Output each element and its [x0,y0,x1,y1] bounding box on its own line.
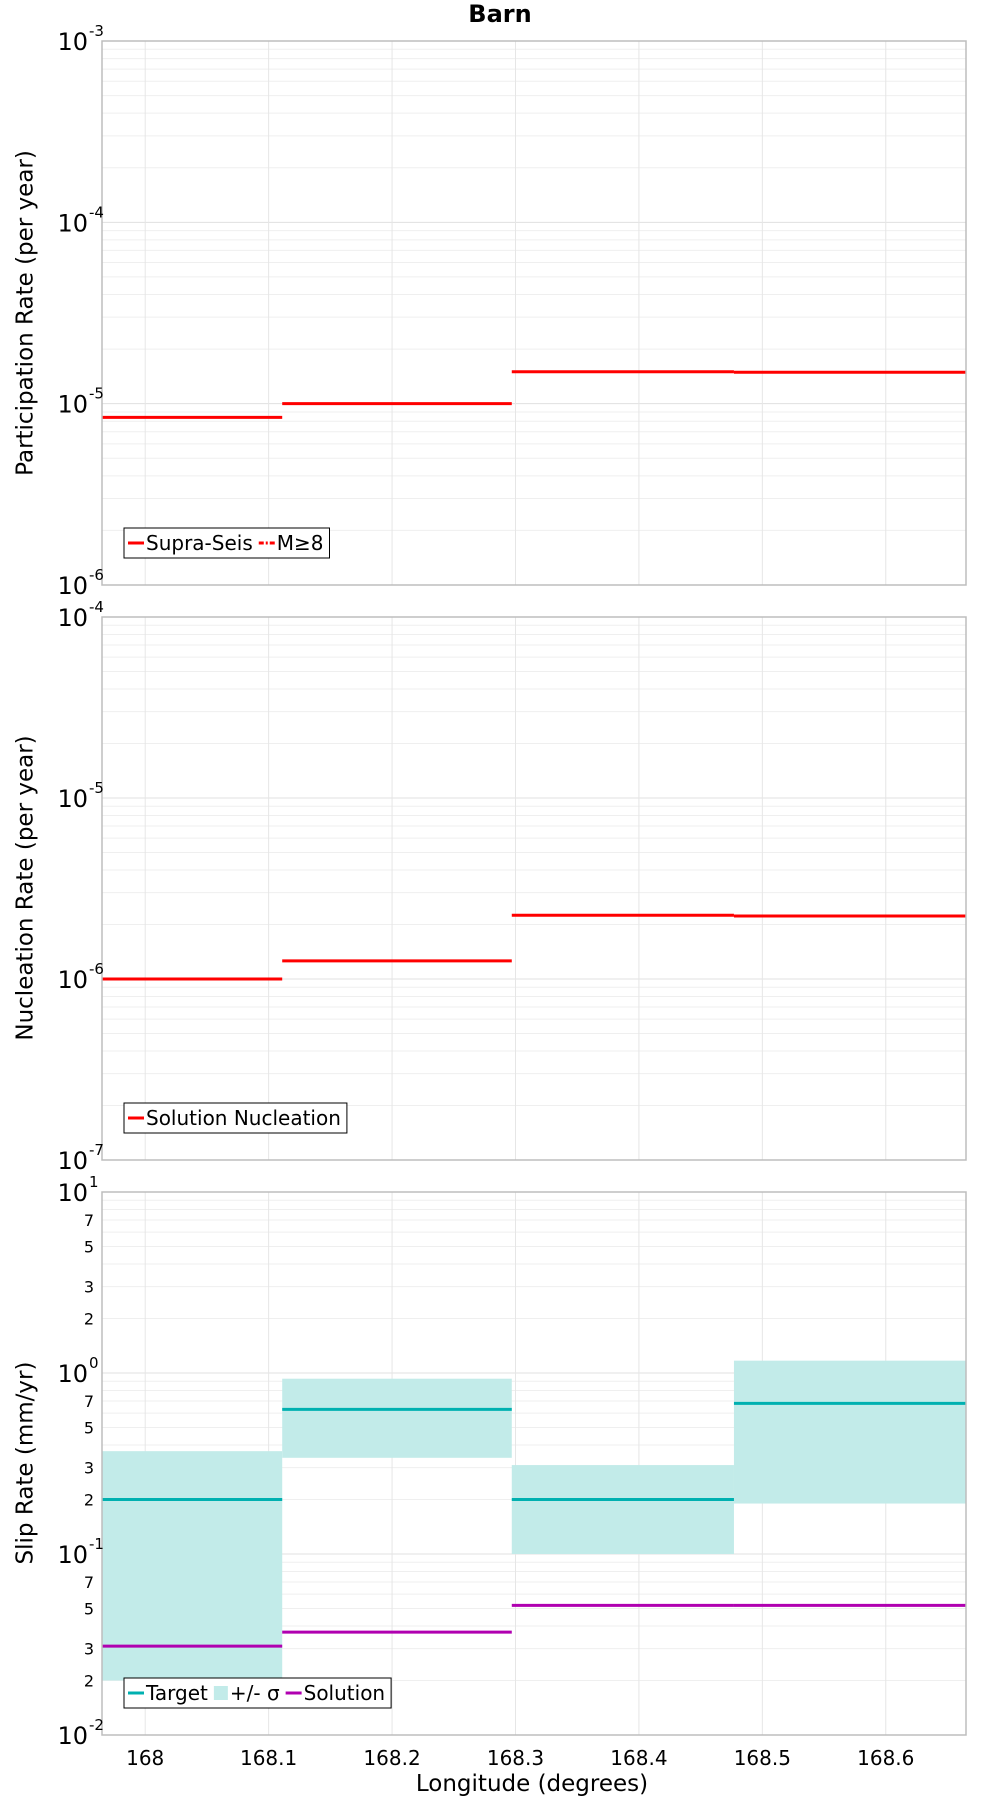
legend-label: M≥8 [277,531,324,555]
x-tick-label: 168.5 [734,1746,791,1770]
sigma-band [733,1360,966,1504]
y-tick-label-base: 10 [57,1541,88,1569]
y-tick-minor-label: 7 [84,1211,94,1230]
y-tick-minor-label: 2 [84,1672,94,1691]
y-tick-label-exponent: -5 [89,779,104,797]
y-tick-label-base: 10 [57,1360,88,1388]
x-tick-label: 168.3 [487,1746,544,1770]
y-tick-label-base: 10 [57,391,88,419]
sigma-band [102,1451,283,1681]
plot-area [102,617,966,1160]
x-tick-label: 168.1 [240,1746,297,1770]
y-tick-minor-label: 5 [84,1599,94,1618]
y-tick-label-exponent: -3 [89,22,104,40]
y-tick-label-exponent: -5 [89,385,104,403]
y-tick-minor-label: 3 [84,1278,94,1297]
x-axis-label: Longitude (degrees) [416,1771,648,1797]
legend-box [123,527,330,559]
x-tick-label: 168 [126,1746,164,1770]
y-tick-minor-label: 5 [84,1237,94,1256]
legend: Target +/- σ Solution [123,1677,392,1709]
legend-label: Target [145,1681,208,1705]
plot-frame [101,40,967,586]
y-tick-minor-label: 3 [84,1640,94,1659]
y-tick-label-base: 10 [57,28,88,56]
plot-area [102,41,966,585]
y-tick-label-base: 10 [57,572,88,600]
sigma-band [282,1378,512,1458]
sigma-band [511,1465,734,1554]
chart-title: Barn [468,0,531,28]
y-tick-minor-label: 3 [84,1459,94,1478]
legend-label: +/- σ [230,1681,280,1705]
legend-swatch [213,1686,228,1700]
y-axis-label: Participation Rate (per year) [13,150,39,476]
y-tick-minor-label: 2 [84,1491,94,1510]
legend-label: Supra-Seis [146,531,253,555]
legend-label: Solution [304,1681,385,1705]
y-axis-label: Slip Rate (mm/yr) [13,1362,39,1565]
y-tick-minor-label: 7 [84,1573,94,1592]
y-tick-minor-label: 7 [84,1392,94,1411]
y-tick-label-base: 10 [57,209,88,237]
x-tick-label: 168.6 [857,1746,914,1770]
plot-frame [101,1191,967,1736]
plot-frame [101,616,967,1161]
legend-box [123,1102,348,1134]
y-tick-label-base: 10 [57,604,88,632]
y-tick-label-exponent: -6 [89,566,104,584]
y-tick-label-base: 10 [57,1147,88,1175]
y-tick-label-base: 10 [57,966,88,994]
legend-box [123,1677,392,1709]
y-tick-label-exponent: -4 [89,598,104,616]
y-tick-label-base: 10 [57,1179,88,1207]
y-tick-label-exponent: -2 [89,1716,104,1734]
y-tick-label-base: 10 [57,1722,88,1750]
y-tick-minor-label: 2 [84,1310,94,1329]
legend: Supra-Seis M≥8 [123,527,330,559]
y-tick-label-exponent: -1 [89,1535,104,1553]
legend-label: Solution Nucleation [146,1106,341,1130]
y-tick-label-exponent: 0 [89,1354,99,1372]
legend: Solution Nucleation [123,1102,348,1134]
y-tick-label-exponent: -6 [89,960,104,978]
y-tick-label-exponent: -4 [89,203,104,221]
y-tick-label-base: 10 [57,785,88,813]
x-tick-label: 168.4 [610,1746,667,1770]
y-tick-label-exponent: -7 [89,1141,104,1159]
y-tick-label-exponent: 1 [89,1173,99,1191]
y-axis-label: Nucleation Rate (per year) [13,735,39,1040]
x-tick-label: 168.2 [363,1746,420,1770]
y-tick-minor-label: 5 [84,1418,94,1437]
